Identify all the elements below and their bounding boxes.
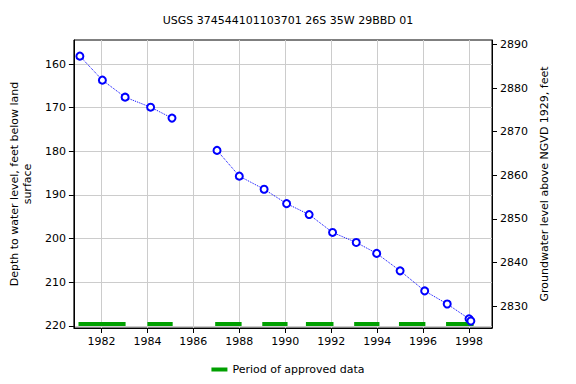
svg-text:1998: 1998 <box>455 335 483 348</box>
svg-text:1994: 1994 <box>363 335 391 348</box>
svg-text:220: 220 <box>45 319 66 332</box>
svg-text:1990: 1990 <box>271 335 299 348</box>
svg-text:2870: 2870 <box>500 125 528 138</box>
svg-text:210: 210 <box>45 276 66 289</box>
svg-text:160: 160 <box>45 58 66 71</box>
svg-text:1986: 1986 <box>179 335 207 348</box>
svg-text:2880: 2880 <box>500 82 528 95</box>
svg-text:USGS 374544101103701 26S 35W 2: USGS 374544101103701 26S 35W 29BBD 01 <box>163 14 413 27</box>
svg-text:180: 180 <box>45 145 66 158</box>
svg-text:surface: surface <box>21 163 34 204</box>
svg-text:190: 190 <box>45 188 66 201</box>
svg-text:170: 170 <box>45 101 66 114</box>
svg-text:200: 200 <box>45 232 66 245</box>
svg-text:2890: 2890 <box>500 38 528 51</box>
svg-text:1992: 1992 <box>317 335 345 348</box>
svg-text:1984: 1984 <box>133 335 161 348</box>
svg-text:1996: 1996 <box>409 335 437 348</box>
svg-text:1988: 1988 <box>225 335 253 348</box>
svg-text:2840: 2840 <box>500 256 528 269</box>
svg-text:2830: 2830 <box>500 300 528 313</box>
svg-text:1982: 1982 <box>87 335 115 348</box>
svg-text:Period of approved data: Period of approved data <box>232 363 364 376</box>
svg-text:2860: 2860 <box>500 169 528 182</box>
svg-text:2850: 2850 <box>500 212 528 225</box>
svg-text:Depth to water level, feet bel: Depth to water level, feet below land <box>8 82 21 287</box>
svg-text:Groundwater level above NGVD 1: Groundwater level above NGVD 1929, feet <box>538 66 551 302</box>
